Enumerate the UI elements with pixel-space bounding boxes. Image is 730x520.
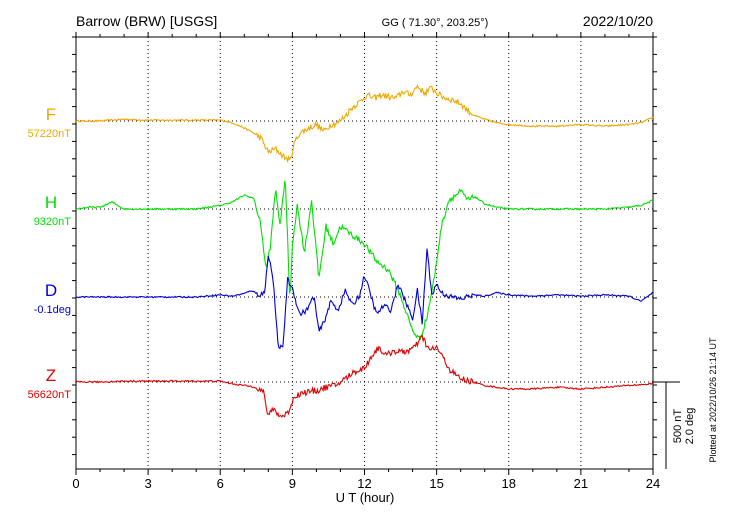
grid-layer xyxy=(76,37,653,469)
labels-layer: F 57220nT H 9320nT D -0.1deg Z 56620nT xyxy=(28,105,72,401)
series-name-Z: Z xyxy=(46,366,56,385)
station-coords: GG ( 71.30°, 203.25°) xyxy=(382,17,489,29)
series-name-F: F xyxy=(46,105,56,124)
series-name-H: H xyxy=(45,193,57,212)
plotted-at-label: Plotted at 2022/10/26 21:14 UT xyxy=(708,337,718,463)
series-layer xyxy=(75,83,654,418)
x-tick-label: 21 xyxy=(574,476,588,491)
series-line-Z xyxy=(75,334,654,418)
series-line-F xyxy=(75,83,654,163)
scale-nt-label: 500 nT xyxy=(672,409,684,444)
x-tick-label: 6 xyxy=(217,476,224,491)
x-tick-label: 0 xyxy=(72,476,79,491)
series-baseline-H: 9320nT xyxy=(34,216,72,228)
series-line-H xyxy=(75,180,654,341)
x-tick-label: 15 xyxy=(429,476,443,491)
ticks-layer: 0 3 6 9 12 15 18 21 24 xyxy=(72,32,660,491)
x-tick-label: 18 xyxy=(502,476,516,491)
scale-deg-label: 2.0 deg xyxy=(684,408,696,445)
plot-date: 2022/10/20 xyxy=(583,13,653,29)
x-axis-label: U T (hour) xyxy=(336,490,395,505)
x-tick-label: 24 xyxy=(646,476,660,491)
x-tick-label: 9 xyxy=(289,476,296,491)
x-tick-label: 12 xyxy=(357,476,371,491)
series-baseline-D: -0.1deg xyxy=(34,304,71,316)
series-baseline-Z: 56620nT xyxy=(28,389,72,401)
station-title: Barrow (BRW) [USGS] xyxy=(76,13,217,29)
series-baseline-F: 57220nT xyxy=(28,128,72,140)
series-name-D: D xyxy=(45,281,57,300)
x-tick-label: 3 xyxy=(145,476,152,491)
series-line-D xyxy=(75,248,654,350)
